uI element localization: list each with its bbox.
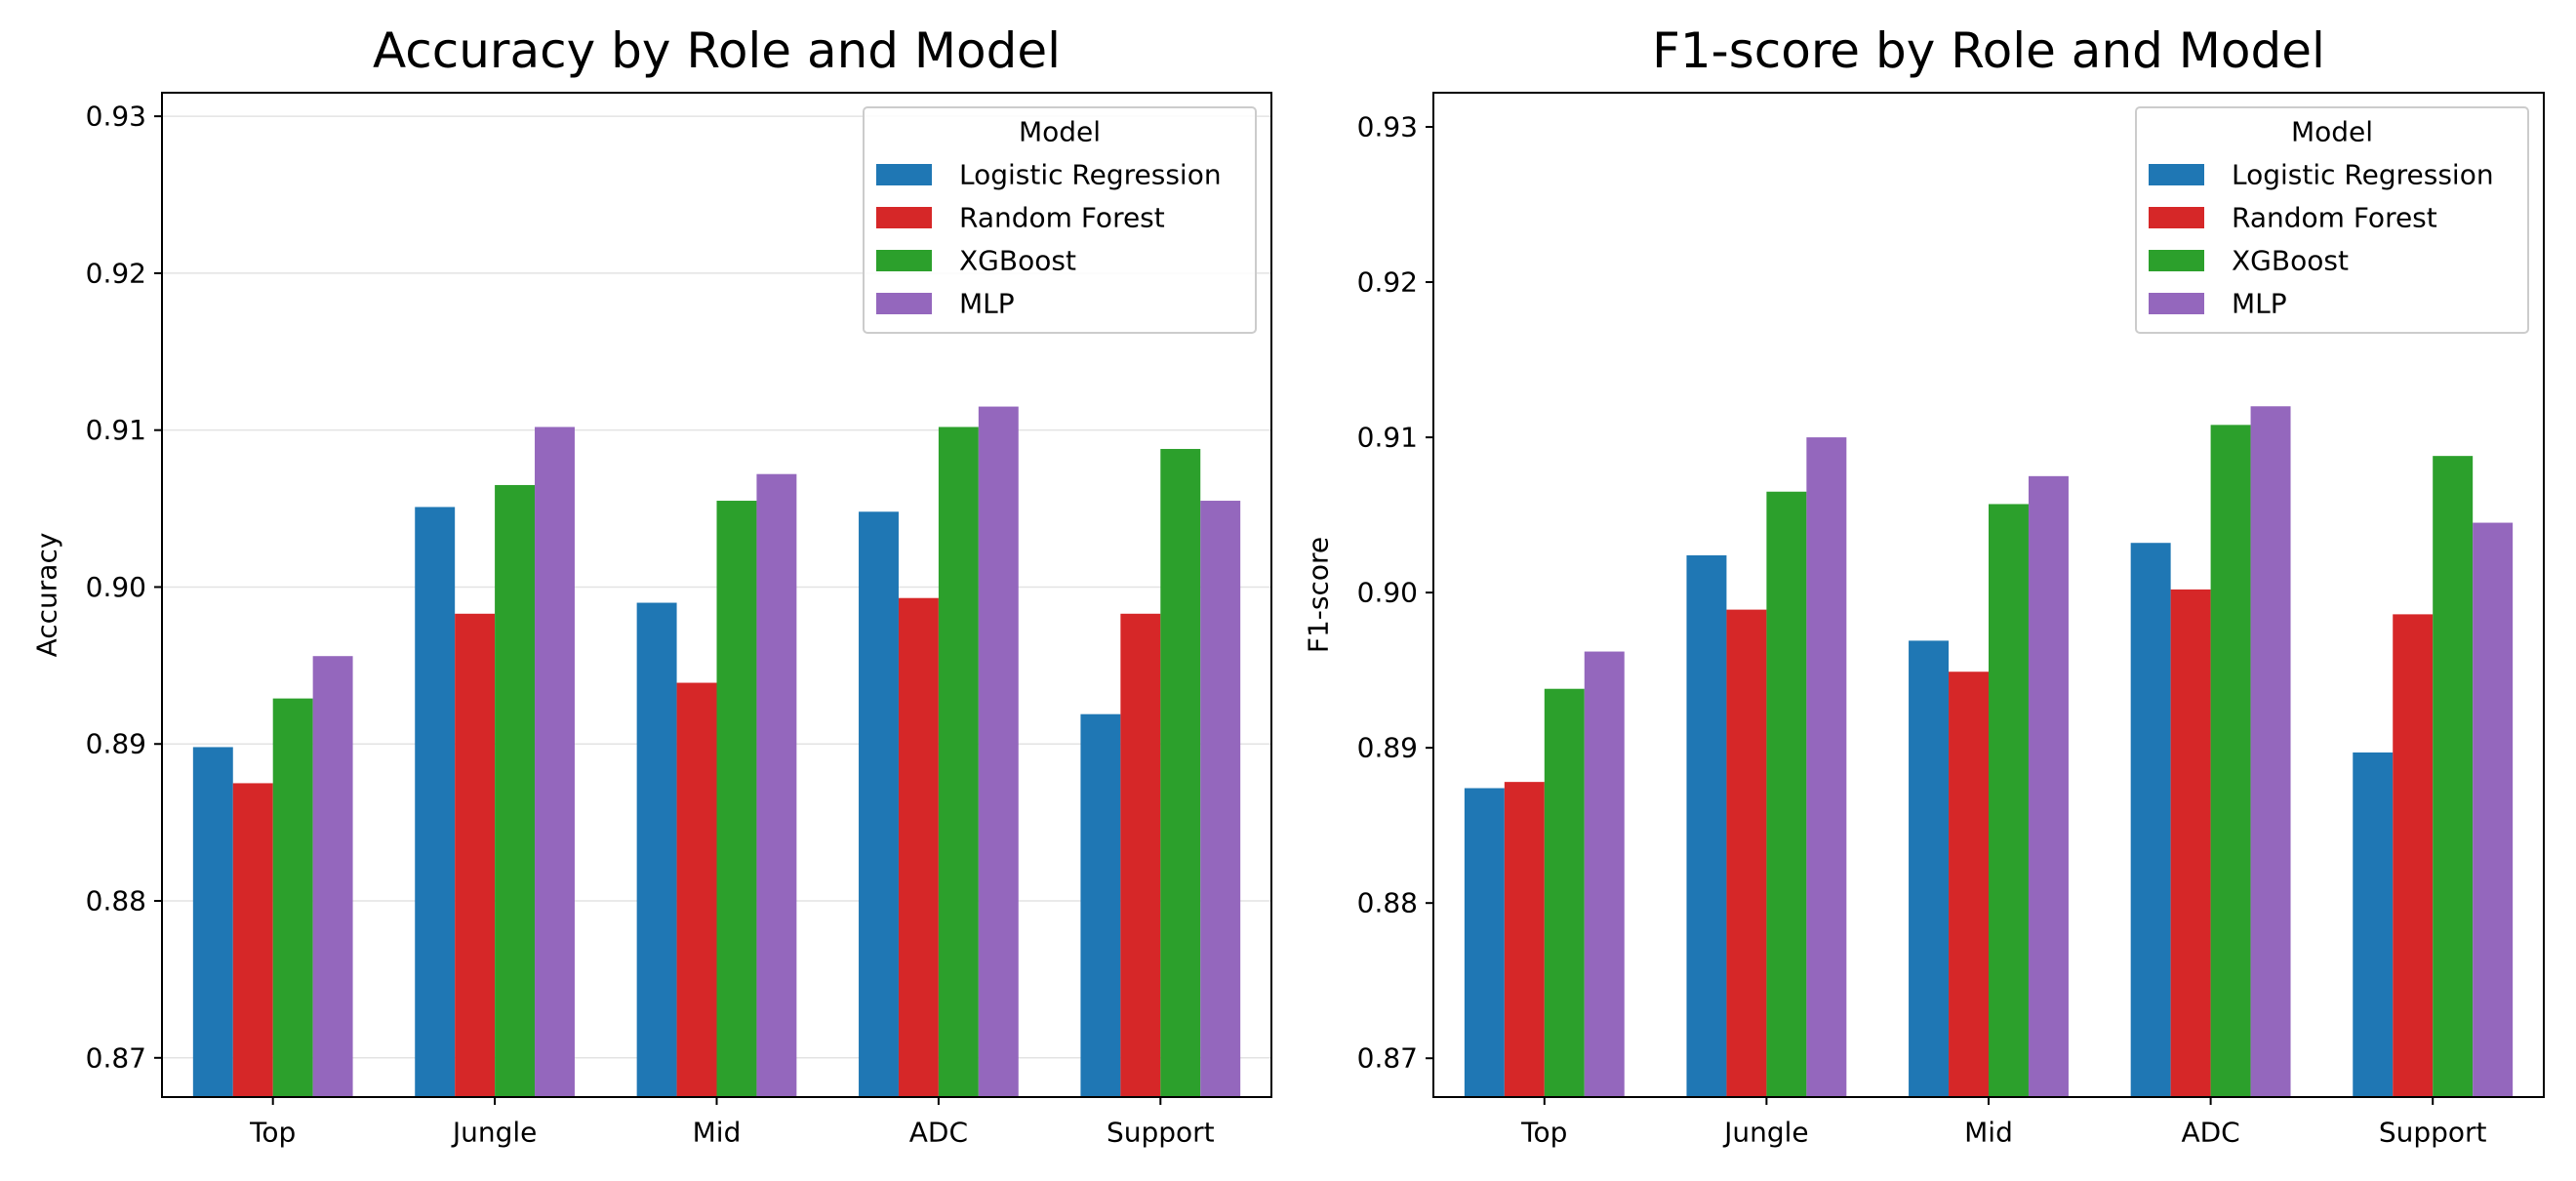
y-tick-label: 0.90 bbox=[1357, 577, 1418, 609]
legend-label-mlp: MLP bbox=[959, 288, 1015, 320]
y-axis-label: Accuracy bbox=[31, 533, 63, 658]
legend-label-logistic-regression: Logistic Regression bbox=[959, 159, 1222, 191]
y-tick-label: 0.87 bbox=[86, 1041, 146, 1074]
bar-mlp-jungle bbox=[1806, 437, 1847, 1097]
bar-logistic-regression-top bbox=[192, 747, 233, 1097]
y-tick-label: 0.90 bbox=[86, 571, 146, 603]
legend-label-random-forest: Random Forest bbox=[959, 202, 1165, 234]
y-tick-label: 0.89 bbox=[1357, 732, 1418, 764]
bar-mlp-mid bbox=[756, 473, 797, 1097]
y-tick-label: 0.92 bbox=[1357, 266, 1418, 299]
x-tick-label-support: Support bbox=[2379, 1117, 2487, 1149]
bar-mlp-adc bbox=[978, 406, 1019, 1097]
bar-xgboost-top bbox=[272, 698, 313, 1097]
bar-random-forest-jungle bbox=[1726, 609, 1767, 1097]
bar-mlp-support bbox=[1200, 501, 1241, 1097]
bar-mlp-top bbox=[1584, 651, 1625, 1097]
bar-random-forest-mid bbox=[676, 682, 717, 1097]
legend-label-logistic-regression: Logistic Regression bbox=[2232, 159, 2494, 191]
bar-random-forest-jungle bbox=[455, 613, 496, 1097]
bar-random-forest-top bbox=[232, 783, 273, 1097]
legend-swatch-random-forest bbox=[2149, 207, 2204, 228]
bar-xgboost-mid bbox=[716, 501, 757, 1097]
x-tick-label-mid: Mid bbox=[1964, 1117, 2013, 1149]
x-tick-label-top: Top bbox=[1520, 1117, 1567, 1149]
bar-random-forest-support bbox=[2393, 614, 2434, 1097]
y-tick-label: 0.89 bbox=[86, 728, 146, 760]
y-tick-label: 0.87 bbox=[1357, 1042, 1418, 1075]
legend-box bbox=[2135, 106, 2529, 334]
chart-title: F1-score by Role and Model bbox=[1652, 22, 2325, 79]
legend-box bbox=[863, 106, 1257, 334]
y-tick-label: 0.93 bbox=[1357, 110, 1418, 143]
legend-swatch-logistic-regression bbox=[2149, 164, 2204, 185]
y-axis-label: F1-score bbox=[1303, 537, 1335, 653]
bar-random-forest-adc bbox=[898, 597, 939, 1097]
x-tick-label-adc: ADC bbox=[2181, 1117, 2239, 1149]
legend: Model Logistic Regression Random Forest XGB… bbox=[2135, 106, 2529, 334]
x-tick-label-adc: ADC bbox=[909, 1117, 968, 1149]
legend-title: Model bbox=[2291, 116, 2373, 148]
legend-swatch-xgboost bbox=[876, 250, 932, 271]
x-tick-label-mid: Mid bbox=[693, 1117, 742, 1149]
y-tick-label: 0.91 bbox=[86, 414, 146, 446]
x-tick-label-top: Top bbox=[249, 1117, 296, 1149]
bar-mlp-mid bbox=[2028, 475, 2069, 1097]
legend-swatch-logistic-regression bbox=[876, 164, 932, 185]
legend-swatch-mlp bbox=[2149, 293, 2204, 314]
legend-swatch-xgboost bbox=[2149, 250, 2204, 271]
bar-logistic-regression-support bbox=[1080, 713, 1121, 1097]
bar-xgboost-jungle bbox=[495, 484, 536, 1097]
bar-random-forest-support bbox=[1120, 613, 1161, 1097]
bar-xgboost-adc bbox=[938, 427, 979, 1097]
bar-logistic-regression-jungle bbox=[1686, 554, 1727, 1097]
bar-mlp-support bbox=[2473, 522, 2514, 1097]
chart-2: 0.87 0.88 0.89 0.90 0.91 0.92 0.93 Top Jungle Mid… bbox=[1303, 22, 2545, 1149]
bar-mlp-top bbox=[312, 656, 353, 1097]
legend-title: Model bbox=[1019, 116, 1101, 148]
bar-logistic-regression-adc bbox=[2130, 543, 2171, 1097]
y-tick-label: 0.88 bbox=[86, 885, 146, 917]
bar-logistic-regression-mid bbox=[1909, 640, 1950, 1097]
x-tick-label-jungle: Jungle bbox=[451, 1117, 538, 1149]
bar-logistic-regression-jungle bbox=[415, 507, 456, 1097]
bar-xgboost-support bbox=[1160, 448, 1201, 1097]
legend-swatch-mlp bbox=[876, 293, 932, 314]
y-tick-label: 0.92 bbox=[86, 257, 146, 289]
y-tick-label: 0.93 bbox=[86, 101, 146, 133]
bar-mlp-adc bbox=[2250, 406, 2291, 1097]
legend-label-xgboost: XGBoost bbox=[2232, 245, 2349, 277]
legend-label-random-forest: Random Forest bbox=[2232, 202, 2437, 234]
legend: Model Logistic Regression Random Forest XGB… bbox=[863, 106, 1257, 334]
bar-xgboost-adc bbox=[2210, 425, 2251, 1097]
bar-logistic-regression-adc bbox=[859, 511, 899, 1097]
legend-swatch-random-forest bbox=[876, 207, 932, 228]
bar-random-forest-top bbox=[1504, 782, 1545, 1097]
legend-label-xgboost: XGBoost bbox=[959, 245, 1076, 277]
bar-logistic-regression-support bbox=[2353, 752, 2394, 1097]
chart-title: Accuracy by Role and Model bbox=[373, 22, 1061, 79]
y-tick-label: 0.88 bbox=[1357, 887, 1418, 919]
bar-xgboost-mid bbox=[1989, 504, 2029, 1097]
legend-label-mlp: MLP bbox=[2232, 288, 2287, 320]
chart-1: 0.87 0.88 0.89 0.90 0.91 0.92 0.93 Top Jungle Mid… bbox=[31, 22, 1272, 1149]
bar-mlp-jungle bbox=[535, 427, 575, 1097]
y-tick-label: 0.91 bbox=[1357, 422, 1418, 454]
x-tick-label-support: Support bbox=[1107, 1117, 1215, 1149]
bar-xgboost-support bbox=[2433, 456, 2474, 1097]
bar-logistic-regression-top bbox=[1464, 788, 1505, 1097]
bar-random-forest-adc bbox=[2170, 589, 2211, 1097]
bar-random-forest-mid bbox=[1949, 672, 1989, 1097]
x-tick-label-jungle: Jungle bbox=[1722, 1117, 1809, 1149]
bar-xgboost-jungle bbox=[1766, 491, 1807, 1097]
bar-logistic-regression-mid bbox=[636, 602, 677, 1097]
bar-xgboost-top bbox=[1544, 688, 1585, 1097]
